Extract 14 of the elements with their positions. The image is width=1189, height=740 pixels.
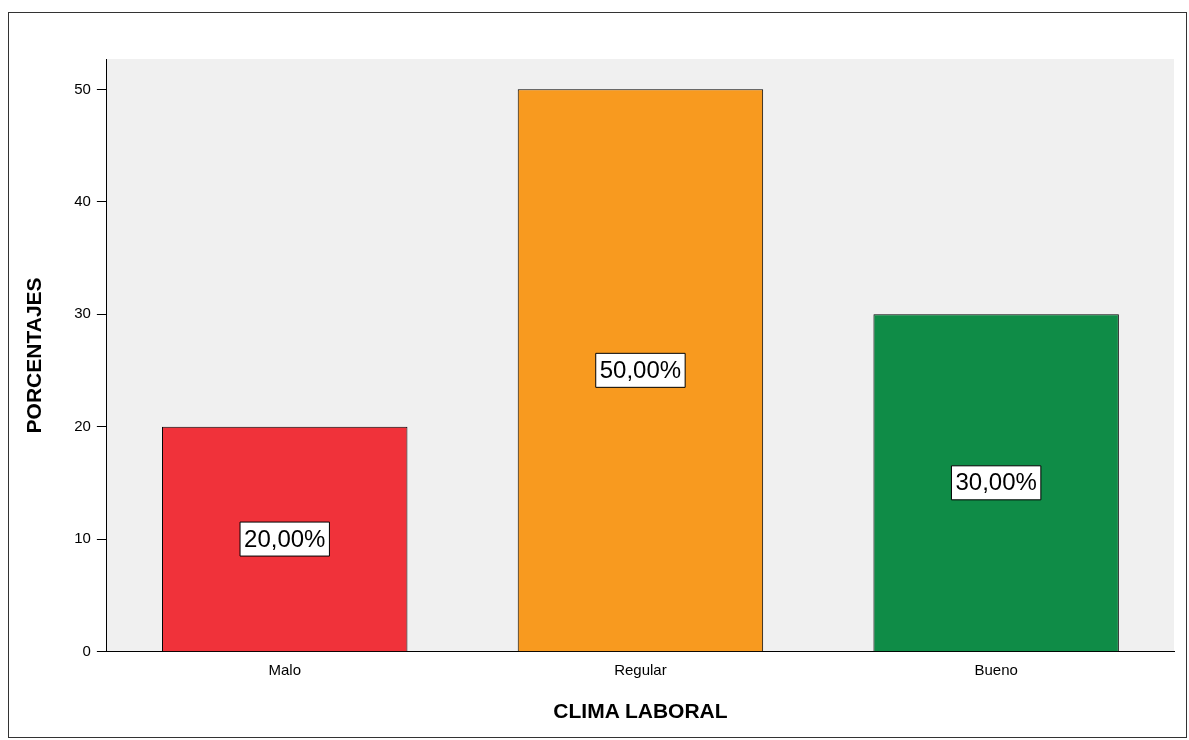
data-label: 30,00%	[955, 468, 1037, 496]
y-tick-label: 0	[82, 641, 91, 659]
y-tick-label: 20	[74, 416, 91, 434]
y-axis-title: PORCENTAJES	[22, 277, 46, 434]
x-axis-title: CLIMA LABORAL	[553, 699, 728, 723]
x-tick-label: Bueno	[974, 660, 1018, 678]
x-tick-label: Regular	[614, 660, 667, 678]
x-tick-label: Malo	[268, 660, 301, 678]
y-tick-label: 30	[74, 304, 91, 322]
data-label: 50,00%	[599, 355, 682, 383]
data-label: 20,00%	[244, 524, 326, 552]
y-tick-label: 40	[74, 192, 91, 209]
y-tick-label: 50	[74, 79, 91, 97]
y-tick-label: 10	[74, 529, 91, 547]
